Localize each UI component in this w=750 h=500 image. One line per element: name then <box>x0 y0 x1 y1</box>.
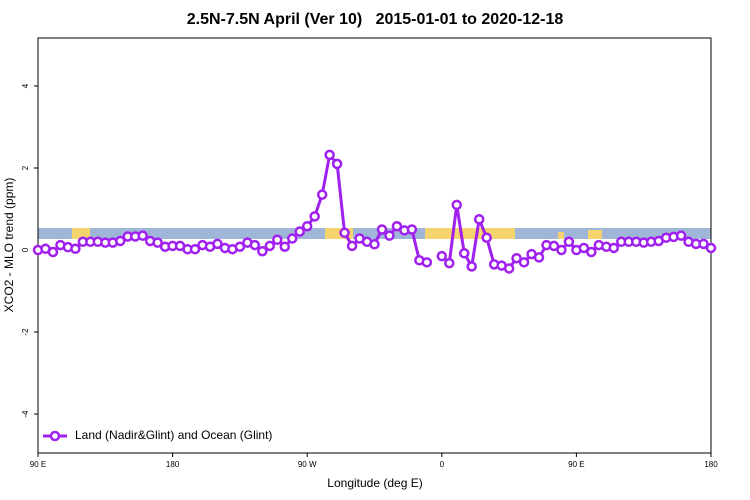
data-point <box>212 238 223 250</box>
x-tick-label: 180 <box>704 460 718 469</box>
data-point <box>503 263 515 274</box>
data-point <box>466 261 477 272</box>
data-point <box>481 232 492 243</box>
y-tick-label: 0 <box>21 247 30 252</box>
land-patch <box>425 228 515 239</box>
legend-label: Land (Nadir&Glint) and Ocean (Glint) <box>75 428 272 442</box>
data-point <box>608 242 620 254</box>
data-point <box>316 189 328 200</box>
data-point <box>279 241 291 252</box>
x-tick-label: 0 <box>440 460 445 469</box>
land-patch <box>558 232 564 239</box>
x-tick-label: 90 E <box>30 460 46 469</box>
y-axis-label: XCO2 - MLO trend (ppm) <box>2 178 16 313</box>
data-point <box>705 242 717 254</box>
y-tick-label: -4 <box>21 410 30 418</box>
data-point <box>586 246 597 258</box>
data-point <box>346 240 358 252</box>
data-point <box>257 245 268 257</box>
data-point <box>189 243 201 255</box>
data-point <box>331 158 343 170</box>
data-point <box>698 238 709 250</box>
data-point <box>264 240 276 252</box>
data-point <box>376 224 388 235</box>
data-point <box>548 240 560 252</box>
land-patch <box>325 228 353 239</box>
data-point <box>369 239 380 250</box>
data-point <box>137 230 148 241</box>
data-point <box>451 199 463 211</box>
data-point <box>47 246 59 258</box>
x-tick-label: 90 W <box>298 460 317 469</box>
data-point <box>309 211 320 222</box>
data-point <box>234 241 246 252</box>
ocean-band <box>38 228 711 239</box>
y-tick-label: 2 <box>21 165 30 170</box>
data-point <box>444 257 455 269</box>
y-tick-label: 4 <box>21 83 30 88</box>
y-tick-label: -2 <box>21 328 30 336</box>
data-point <box>249 239 261 251</box>
x-tick-label: 90 E <box>568 460 584 469</box>
x-axis-label: Longitude (deg E) <box>327 476 422 490</box>
land-patch <box>72 228 90 239</box>
data-point <box>511 252 522 264</box>
legend-marker <box>49 430 61 442</box>
data-point <box>152 237 163 248</box>
data-point <box>436 250 448 262</box>
data-point <box>473 214 485 225</box>
data-point <box>458 248 470 259</box>
chart-title: 2.5N-7.5N April (Ver 10) 2015-01-01 to 2… <box>187 11 564 28</box>
data-point <box>286 233 298 244</box>
data-point <box>556 244 567 256</box>
data-point <box>518 257 530 268</box>
data-point <box>563 236 575 248</box>
land-patch <box>588 230 602 239</box>
x-tick-label: 180 <box>166 460 180 469</box>
data-point <box>391 220 403 232</box>
data-point <box>384 230 395 241</box>
data-point <box>70 243 81 255</box>
data-point <box>339 227 350 239</box>
data-point <box>115 235 126 247</box>
data-point <box>421 257 433 268</box>
data-point <box>578 242 590 254</box>
data-point <box>324 149 335 161</box>
map-strip <box>38 228 711 239</box>
data-point <box>294 226 305 237</box>
data-point <box>406 224 418 235</box>
data-point <box>301 220 313 232</box>
data-point <box>675 230 687 241</box>
data-point <box>533 252 545 263</box>
data-point <box>272 234 283 246</box>
